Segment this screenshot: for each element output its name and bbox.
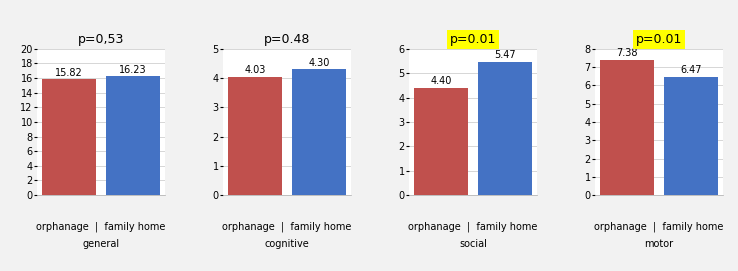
Text: orphanage  |  family home: orphanage | family home	[594, 221, 724, 232]
Text: 15.82: 15.82	[55, 67, 83, 78]
Title: p=0,53: p=0,53	[77, 33, 124, 46]
Text: 16.23: 16.23	[120, 64, 147, 75]
Text: orphanage  |  family home: orphanage | family home	[222, 221, 352, 232]
Title: p=0.01: p=0.01	[636, 33, 683, 46]
Bar	[600, 60, 654, 195]
Bar	[478, 62, 532, 195]
Text: motor: motor	[644, 239, 674, 249]
Text: social: social	[459, 239, 487, 249]
Title: p=0.01: p=0.01	[450, 33, 496, 46]
Bar	[42, 79, 96, 195]
Text: 5.47: 5.47	[494, 50, 516, 60]
Text: 4.30: 4.30	[308, 57, 330, 67]
Bar	[106, 76, 160, 195]
Bar	[228, 77, 282, 195]
Text: general: general	[83, 239, 120, 249]
Text: 4.03: 4.03	[244, 65, 266, 75]
Text: orphanage  |  family home: orphanage | family home	[408, 221, 538, 232]
Text: cognitive: cognitive	[265, 239, 309, 249]
Bar	[664, 77, 718, 195]
Bar	[292, 69, 346, 195]
Bar	[414, 88, 468, 195]
Text: 6.47: 6.47	[680, 65, 702, 75]
Text: orphanage  |  family home: orphanage | family home	[36, 221, 166, 232]
Text: 7.38: 7.38	[616, 48, 638, 58]
Text: 4.40: 4.40	[430, 76, 452, 86]
Title: p=0.48: p=0.48	[264, 33, 310, 46]
